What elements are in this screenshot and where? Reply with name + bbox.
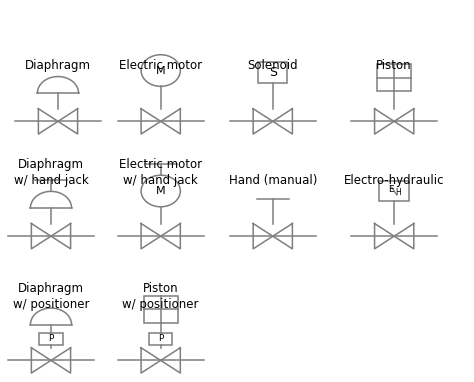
Text: Electric motor: Electric motor	[119, 60, 202, 73]
Text: S: S	[269, 66, 277, 79]
Text: M: M	[156, 66, 165, 76]
Bar	[39, 333, 63, 345]
Text: Solenoid: Solenoid	[247, 60, 298, 73]
Text: Electric motor
w/ hand jack: Electric motor w/ hand jack	[119, 158, 202, 187]
Text: Diaphragm: Diaphragm	[25, 60, 91, 73]
Text: Diaphragm
w/ positioner: Diaphragm w/ positioner	[13, 282, 89, 311]
Text: Diaphragm
w/ hand jack: Diaphragm w/ hand jack	[14, 158, 88, 187]
Text: Piston: Piston	[376, 60, 412, 73]
Text: Hand (manual): Hand (manual)	[228, 174, 317, 187]
Bar	[149, 333, 173, 345]
Bar	[379, 181, 410, 201]
Text: E: E	[388, 185, 393, 194]
Text: Piston
w/ positioner: Piston w/ positioner	[122, 282, 199, 311]
Bar	[377, 64, 411, 91]
Text: H: H	[395, 188, 401, 197]
Text: Electro-hydraulic: Electro-hydraulic	[344, 174, 445, 187]
Text: M: M	[156, 186, 165, 196]
Text: P: P	[48, 334, 54, 343]
Text: P: P	[158, 334, 164, 343]
Bar	[258, 62, 287, 83]
Bar	[144, 296, 178, 323]
